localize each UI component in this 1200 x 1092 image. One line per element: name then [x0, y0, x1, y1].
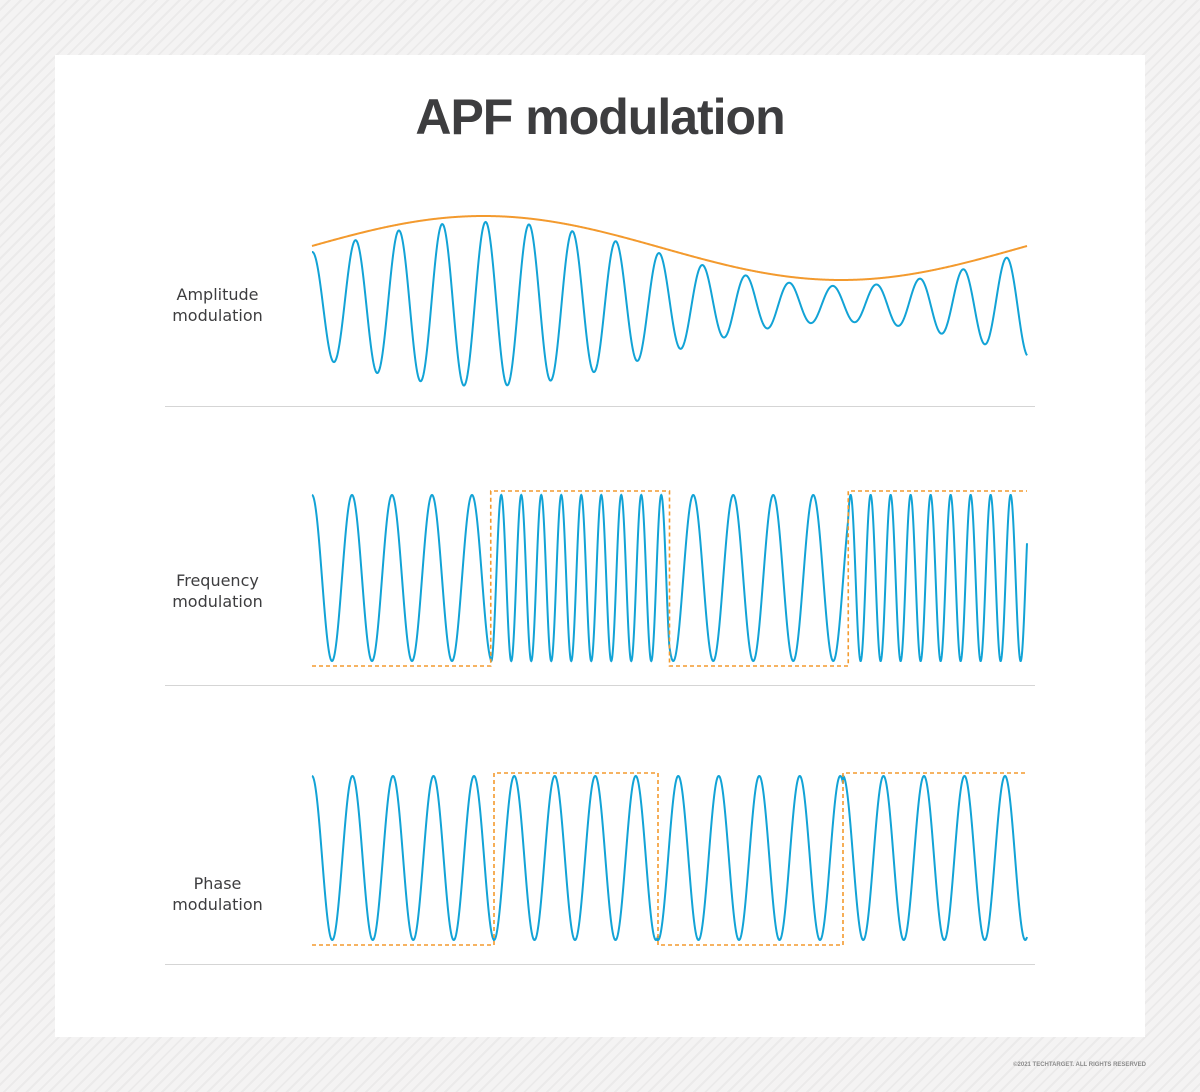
copyright: ©2021 TECHTARGET. ALL RIGHTS RESERVED — [1013, 1062, 1146, 1068]
pm-carrier-wave — [311, 774, 1028, 942]
label-line: Frequency — [176, 571, 259, 590]
divider — [165, 685, 1035, 686]
label-frequency: Frequency modulation — [150, 570, 285, 612]
diagram-card — [55, 55, 1145, 1037]
label-line: Phase — [193, 874, 242, 893]
label-line: Amplitude — [176, 285, 259, 304]
diagram-title: APF modulation — [415, 89, 785, 145]
am-carrier-wave — [312, 220, 1028, 387]
label-line: modulation — [172, 895, 263, 914]
fm-square-wave — [312, 490, 1027, 667]
divider — [165, 406, 1035, 407]
pm-square-wave — [312, 772, 1027, 946]
am-envelope — [311, 215, 1028, 281]
divider — [165, 964, 1035, 965]
label-amplitude: Amplitude modulation — [150, 284, 285, 326]
label-phase: Phase modulation — [150, 873, 285, 915]
label-line: modulation — [172, 592, 263, 611]
label-line: modulation — [172, 306, 263, 325]
